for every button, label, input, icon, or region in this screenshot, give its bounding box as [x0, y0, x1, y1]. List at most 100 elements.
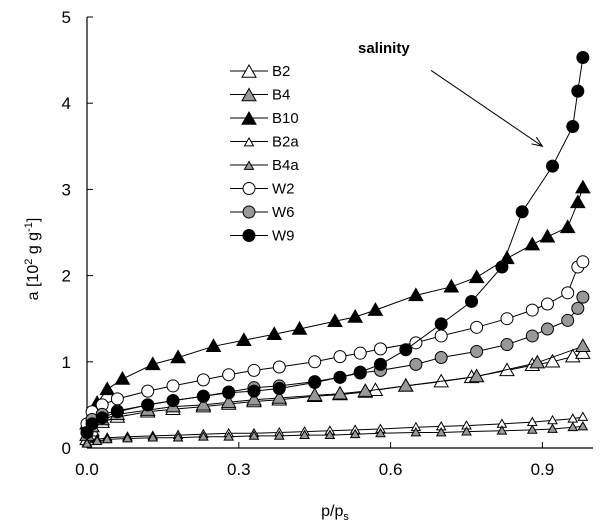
- data-point: [375, 427, 386, 438]
- data-point: [470, 344, 484, 358]
- data-point: [110, 392, 124, 406]
- legend-marker: [242, 229, 256, 242]
- data-point: [195, 396, 212, 411]
- data-point: [434, 350, 448, 364]
- data-point: [468, 368, 485, 383]
- data-point: [576, 51, 590, 65]
- data-point: [410, 426, 422, 437]
- legend-entry: W2: [230, 181, 295, 198]
- data-point: [559, 219, 576, 234]
- data-point: [114, 371, 131, 385]
- data-point: [144, 356, 161, 371]
- data-point: [500, 312, 514, 326]
- data-point: [515, 205, 529, 219]
- data-point: [333, 370, 347, 384]
- data-point: [333, 350, 347, 364]
- data-point: [566, 119, 580, 133]
- data-point: [525, 303, 539, 317]
- legend-marker: [242, 182, 256, 195]
- x-tick-label: 0.0: [75, 460, 99, 479]
- series-b10: [79, 179, 591, 430]
- legend-label: B2: [272, 63, 290, 80]
- salinity-label: salinity: [358, 40, 410, 57]
- data-point: [470, 320, 484, 334]
- data-point: [540, 322, 554, 336]
- data-point: [373, 357, 387, 371]
- data-point: [147, 432, 159, 442]
- data-point: [546, 159, 560, 173]
- data-point: [272, 382, 286, 396]
- data-point: [308, 375, 322, 389]
- salinity-arrowhead: [531, 136, 544, 148]
- data-point: [223, 431, 235, 441]
- series-b4a: [81, 420, 589, 448]
- y-tick-label: 2: [62, 267, 71, 286]
- legend-entry: B2a: [230, 134, 299, 151]
- data-point: [525, 329, 539, 343]
- legend-marker: [241, 87, 257, 102]
- data-point: [461, 426, 472, 436]
- data-point: [220, 394, 237, 409]
- data-point: [166, 379, 180, 393]
- data-point: [353, 365, 367, 379]
- data-point: [141, 384, 155, 398]
- data-point: [248, 430, 260, 440]
- data-point: [500, 338, 514, 352]
- data-point: [81, 438, 93, 448]
- data-point: [575, 345, 591, 359]
- legend-marker: [243, 136, 255, 147]
- data-point: [397, 377, 414, 392]
- data-point: [299, 429, 310, 439]
- data-point: [367, 302, 384, 316]
- data-point: [575, 179, 591, 194]
- data-point: [306, 387, 323, 402]
- legend-entry: W9: [230, 228, 295, 245]
- y-tick-label: 1: [62, 353, 71, 372]
- y-tick-label: 0: [62, 439, 71, 458]
- data-point: [571, 84, 585, 98]
- data-point: [465, 294, 479, 308]
- data-point: [266, 326, 283, 340]
- data-point: [443, 278, 460, 293]
- x-tick-label: 0.9: [531, 460, 555, 479]
- y-tick-label: 4: [62, 94, 71, 113]
- data-point: [247, 384, 261, 398]
- data-point: [246, 391, 262, 406]
- x-axis-label: p/ps: [321, 503, 349, 522]
- legend-marker: [241, 110, 257, 125]
- series-w9: [80, 51, 590, 439]
- data-point: [561, 313, 575, 327]
- data-point: [222, 386, 236, 400]
- data-point: [349, 428, 361, 439]
- data-point: [496, 425, 508, 435]
- data-point: [353, 346, 367, 360]
- series-w2: [80, 255, 590, 431]
- data-point: [409, 357, 423, 371]
- data-point: [327, 313, 343, 328]
- data-point: [95, 411, 109, 425]
- salinity-annotation: salinity: [358, 40, 544, 148]
- data-point: [198, 431, 209, 441]
- data-point: [526, 424, 538, 434]
- series-b2a: [81, 411, 589, 447]
- data-point: [571, 301, 585, 315]
- data-point: [577, 411, 589, 421]
- data-point: [547, 423, 558, 433]
- data-point: [569, 194, 586, 209]
- data-point: [122, 433, 133, 443]
- data-point: [272, 360, 286, 374]
- legend-entry: B2: [230, 63, 290, 80]
- data-point: [166, 394, 180, 408]
- data-point: [539, 228, 556, 243]
- data-point: [247, 363, 261, 377]
- data-point: [85, 417, 99, 431]
- data-point: [357, 383, 374, 397]
- data-point: [222, 368, 236, 382]
- data-point: [567, 421, 579, 432]
- data-point: [101, 433, 113, 444]
- y-tick-label: 3: [62, 180, 71, 199]
- data-point: [373, 342, 387, 356]
- plot-axes: 0 1 2 3 4 5 0.0 0.3 0.6 0.9: [62, 8, 593, 479]
- data-point: [575, 338, 591, 353]
